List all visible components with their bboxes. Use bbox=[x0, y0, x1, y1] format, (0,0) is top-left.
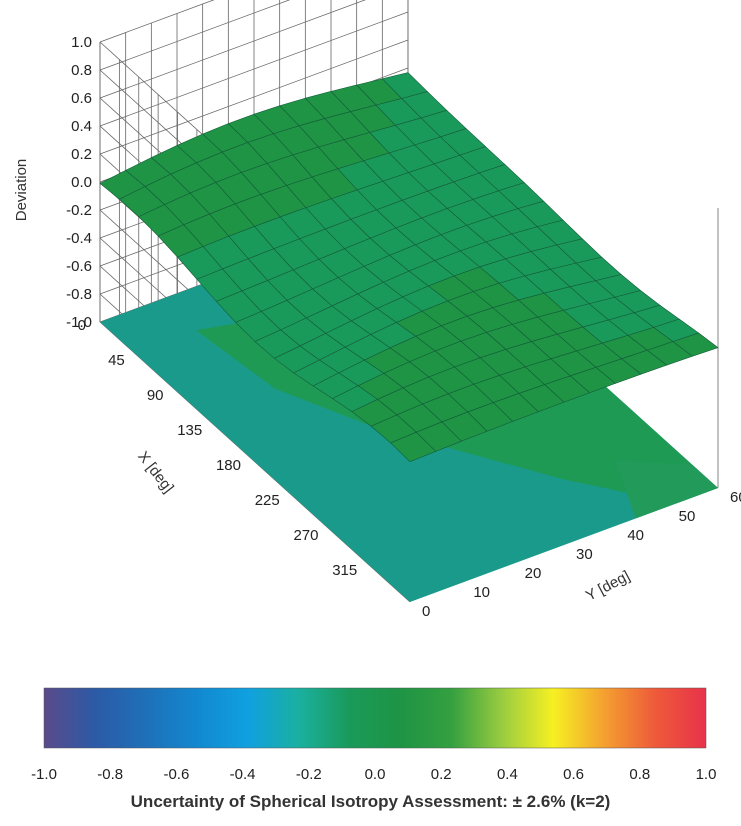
z-tick-label: 0.8 bbox=[71, 62, 92, 79]
x-axis-ticks: 0 45 90 135 180 225 270 315 bbox=[78, 317, 358, 579]
colorbar-tick-label: 1.0 bbox=[696, 766, 717, 783]
surface-plot: 1.0 0.8 0.6 0.4 0.2 0.0 -0.2 -0.4 -0.6 -0.8 -1.0 0… bbox=[13, 0, 741, 783]
y-tick-label: 60 bbox=[730, 489, 741, 506]
y-tick-label: 50 bbox=[679, 508, 696, 525]
y-axis-label: Y [deg] bbox=[583, 567, 633, 604]
x-tick-label: 45 bbox=[108, 352, 125, 369]
floor-contour-region bbox=[615, 460, 718, 519]
figure-caption: Uncertainty of Spherical Isotropy Assess… bbox=[130, 792, 611, 811]
z-tick-label: 0.4 bbox=[71, 118, 92, 135]
z-axis-ticks: 1.0 0.8 0.6 0.4 0.2 0.0 -0.2 -0.4 -0.6 -0.8 -1.0 bbox=[66, 34, 92, 331]
z-tick-label: -0.8 bbox=[66, 286, 92, 303]
surface-patch bbox=[390, 431, 437, 463]
x-tick-label: 90 bbox=[147, 387, 164, 404]
y-tick-label: 40 bbox=[627, 527, 644, 544]
colorbar-tick-label: -0.4 bbox=[230, 766, 256, 783]
z-tick-label: 1.0 bbox=[71, 34, 92, 51]
colorbar-ticks: -1.0 -0.8 -0.6 -0.4 -0.2 0.0 0.2 0.4 0.6 0.8 1.0 bbox=[31, 766, 716, 783]
colorbar-tick-label: 0.2 bbox=[431, 766, 452, 783]
z-tick-label: 0.2 bbox=[71, 146, 92, 163]
x-tick-label: 315 bbox=[332, 562, 357, 579]
colorbar-tick-label: -1.0 bbox=[31, 766, 57, 783]
colorbar-tick-label: -0.6 bbox=[163, 766, 189, 783]
y-tick-label: 10 bbox=[473, 584, 490, 601]
z-tick-label: -1.0 bbox=[66, 314, 92, 331]
y-tick-label: 0 bbox=[422, 603, 430, 620]
colorbar-tick-label: -0.2 bbox=[296, 766, 322, 783]
x-tick-label: 0 bbox=[78, 317, 86, 334]
colorbar-tick-label: 0.0 bbox=[365, 766, 386, 783]
z-tick-label: -0.4 bbox=[66, 230, 92, 247]
deviation-surface bbox=[99, 72, 719, 463]
z-tick-label: 0.0 bbox=[71, 174, 92, 191]
z-axis-label: Deviation bbox=[13, 159, 30, 222]
y-tick-label: 20 bbox=[525, 565, 542, 582]
x-tick-label: 180 bbox=[216, 457, 241, 474]
x-tick-label: 135 bbox=[177, 422, 202, 439]
x-axis-label: X [deg] bbox=[134, 448, 177, 496]
colorbar bbox=[43, 687, 707, 749]
colorbar-tick-label: 0.6 bbox=[563, 766, 584, 783]
y-axis-ticks: 0 10 20 30 40 50 60 bbox=[422, 489, 741, 620]
z-tick-label: 0.6 bbox=[71, 90, 92, 107]
x-tick-label: 270 bbox=[293, 527, 318, 544]
z-tick-label: -0.6 bbox=[66, 258, 92, 275]
colorbar-tick-label: -0.8 bbox=[97, 766, 123, 783]
colorbar-tick-label: 0.8 bbox=[629, 766, 650, 783]
y-tick-label: 30 bbox=[576, 546, 593, 563]
z-tick-label: -0.2 bbox=[66, 202, 92, 219]
x-tick-label: 225 bbox=[255, 492, 280, 509]
colorbar-tick-label: 0.4 bbox=[497, 766, 518, 783]
